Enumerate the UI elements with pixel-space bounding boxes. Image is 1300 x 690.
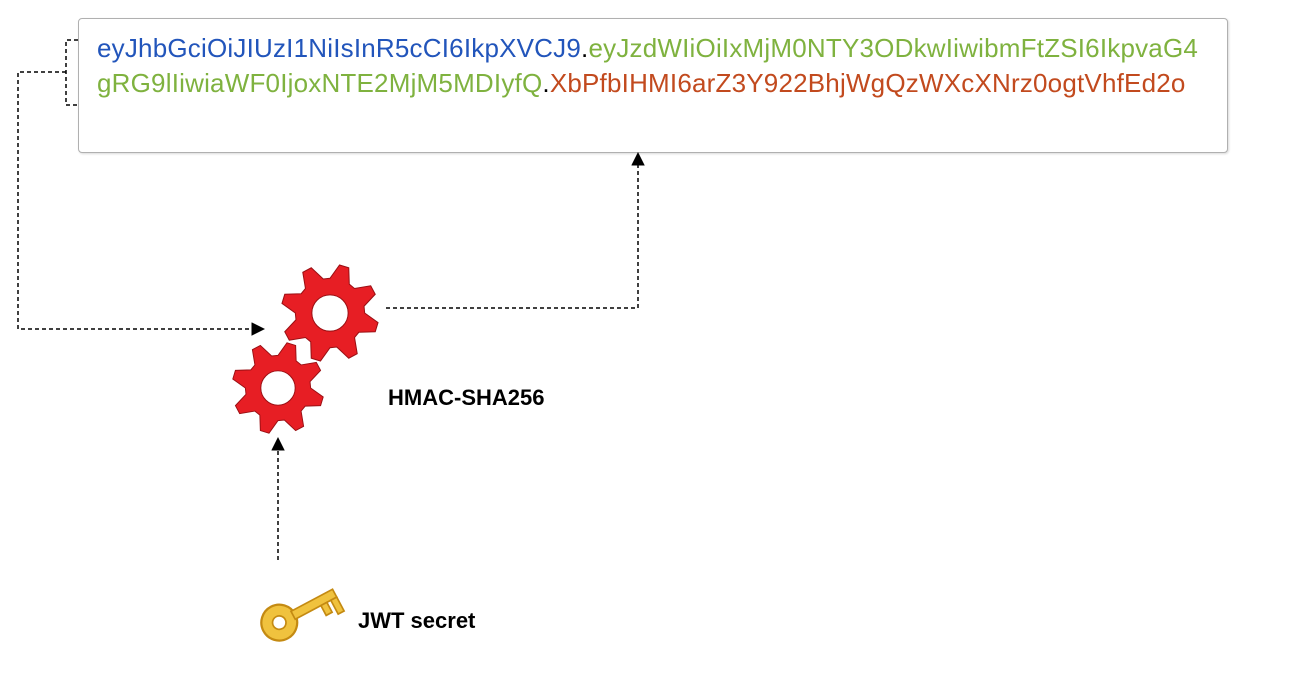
algorithm-label: HMAC-SHA256 [388,385,544,411]
key-icon [247,575,359,645]
secret-label: JWT secret [358,608,475,634]
jwt-header-segment: eyJhbGciOiJIUzI1NiIsInR5cCI6IkpXVCJ9 [97,33,581,63]
jwt-signature-segment: XbPfbIHMI6arZ3Y922BhjWgQzWXcXNrz0ogtVhfE… [550,68,1186,98]
jwt-token-box: eyJhbGciOiJIUzI1NiIsInR5cCI6IkpXVCJ9.eyJ… [78,18,1228,153]
gear-small-icon [230,340,326,436]
jwt-dot-2: . [542,68,549,98]
